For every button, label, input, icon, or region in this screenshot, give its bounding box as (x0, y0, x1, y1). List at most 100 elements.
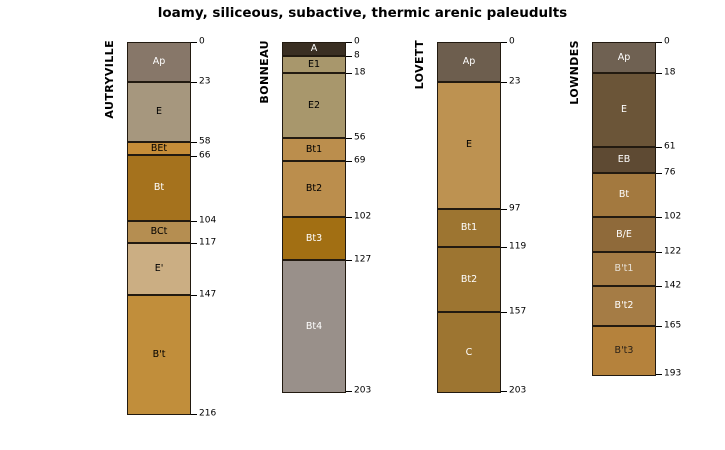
depth-tick-label: 23 (509, 76, 521, 87)
horizon: Bt1 (438, 209, 500, 248)
depth-tick (501, 312, 507, 314)
horizon-label: B't1 (614, 263, 634, 275)
horizon-label: Ap (152, 56, 166, 68)
depth-tick-label: 23 (199, 76, 211, 87)
depth-tick-label: 66 (199, 150, 211, 161)
depth-tick (346, 391, 352, 393)
horizon-label: Bt1 (460, 221, 478, 233)
horizon-label: Bt4 (305, 321, 323, 333)
depth-tick-label: 0 (664, 36, 670, 47)
horizon: BCt (128, 221, 190, 245)
depth-tick-label: 18 (664, 67, 676, 78)
depth-tick-label: 61 (664, 141, 676, 152)
depth-tick-label: 127 (354, 254, 372, 265)
depth-tick (656, 172, 662, 174)
horizon: Bt2 (438, 247, 500, 313)
horizon-label: BEt (150, 142, 168, 154)
horizon: B't2 (593, 287, 655, 327)
horizon-label: E' (154, 263, 164, 275)
depth-tick-label: 97 (509, 203, 521, 214)
depth-tick (656, 217, 662, 219)
horizon-label: EB (617, 154, 631, 166)
depth-tick (191, 413, 197, 415)
depth-tick-label: 58 (199, 136, 211, 147)
profile-column: Ap E BEt Bt BCt E' B't (127, 42, 191, 416)
depth-tick (501, 208, 507, 210)
horizon: E1 (283, 56, 345, 74)
horizon-label: BCt (150, 226, 168, 238)
depth-tick (191, 220, 197, 222)
depth-tick-label: 165 (664, 320, 682, 331)
depth-tick (346, 260, 352, 262)
depth-tick (346, 55, 352, 57)
horizon-label: Bt (618, 189, 630, 201)
depth-tick (656, 146, 662, 148)
depth-tick-label: 0 (199, 36, 205, 47)
profile-column: A E1 E2 Bt1 Bt2 Bt3 Bt4 (282, 42, 346, 394)
horizon-label: Ap (617, 51, 631, 63)
profile-column: Ap E Bt1 Bt2 C (437, 42, 501, 394)
depth-tick-label: 147 (199, 289, 217, 300)
depth-tick-label: 56 (354, 132, 366, 143)
depth-tick (656, 373, 662, 375)
depth-tick-label: 216 (199, 408, 217, 419)
profile-name-label: AUTRYVILLE (103, 40, 116, 119)
depth-tick (501, 391, 507, 393)
horizon: E (128, 82, 190, 143)
horizon-label: Bt (153, 182, 165, 194)
depth-tick-label: 119 (509, 241, 527, 252)
horizon-label: Bt1 (305, 143, 323, 155)
depth-tick (346, 72, 352, 74)
depth-tick (191, 294, 197, 296)
horizon-label: E (155, 105, 162, 117)
horizon: B't1 (593, 252, 655, 288)
horizon: Bt1 (283, 139, 345, 162)
depth-tick (656, 72, 662, 74)
depth-tick (501, 42, 507, 43)
horizon: A (283, 43, 345, 57)
horizon: Bt4 (283, 261, 345, 393)
horizon-label: Bt2 (460, 273, 478, 285)
depth-tick-label: 157 (509, 306, 527, 317)
horizon-label: E1 (307, 58, 321, 70)
horizon-label: E (465, 139, 472, 151)
horizon: Bt3 (283, 218, 345, 262)
horizon-label: Ap (462, 56, 476, 68)
horizon: Bt (128, 156, 190, 222)
depth-tick (346, 138, 352, 140)
horizon: Ap (438, 43, 500, 83)
depth-tick-label: 203 (354, 385, 372, 396)
depth-tick-label: 8 (354, 50, 360, 61)
depth-tick-label: 193 (664, 368, 682, 379)
horizon-label: B't (152, 349, 166, 361)
horizon-label: B't2 (614, 300, 634, 312)
horizon-label: A (310, 43, 318, 55)
profile-name-label: LOVETT (413, 40, 426, 90)
depth-tick-label: 76 (664, 167, 676, 178)
depth-tick-label: 0 (354, 36, 360, 47)
depth-tick-label: 102 (664, 211, 682, 222)
depth-tick (346, 217, 352, 219)
depth-tick (656, 42, 662, 43)
profile-name-label: LOWNDES (568, 40, 581, 105)
depth-tick-label: 18 (354, 67, 366, 78)
depth-tick-label: 117 (199, 237, 217, 248)
horizon: E' (128, 244, 190, 296)
horizon-label: Bt3 (305, 233, 323, 245)
depth-tick (346, 160, 352, 162)
depth-tick-label: 142 (664, 280, 682, 291)
depth-tick-label: 102 (354, 211, 372, 222)
depth-tick-label: 104 (199, 215, 217, 226)
depth-tick-label: 69 (354, 155, 366, 166)
depth-tick (501, 81, 507, 83)
depth-tick (656, 325, 662, 327)
horizon: B't (128, 295, 190, 415)
horizon: Ap (128, 43, 190, 83)
profile-column: Ap E EB Bt B/E B't1 B't2 B't3 (592, 42, 656, 376)
chart-title: loamy, siliceous, subactive, thermic are… (157, 5, 568, 21)
depth-tick-label: 122 (664, 246, 682, 257)
horizon-label: C (465, 346, 473, 358)
depth-tick (656, 251, 662, 253)
horizon: B't3 (593, 326, 655, 375)
